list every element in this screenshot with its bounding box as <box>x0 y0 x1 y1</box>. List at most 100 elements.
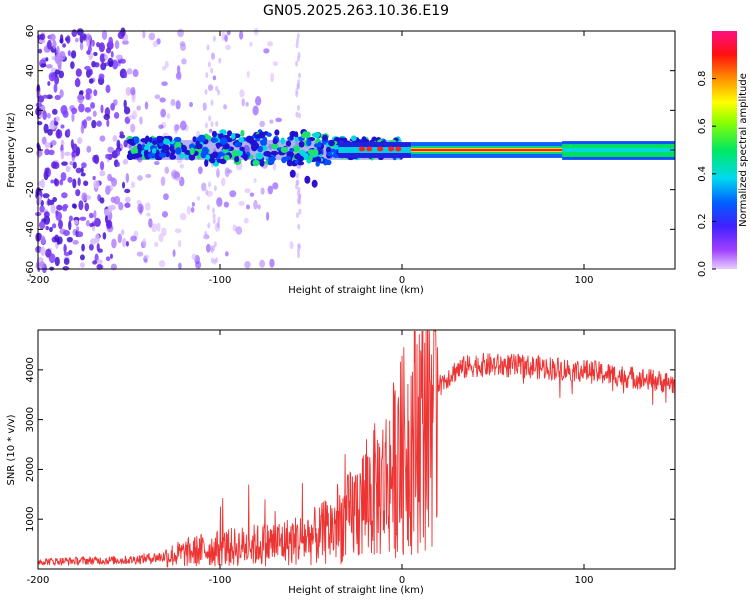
spectrogram-streak-blob <box>213 185 217 192</box>
spectrogram-band-blob <box>140 138 148 143</box>
spectrogram-noise-blob <box>77 177 81 186</box>
spectrogram-x-tick-label: -200 <box>27 275 50 286</box>
spectrogram-red-dot <box>388 146 395 152</box>
spectrogram-noise-blob <box>38 220 46 230</box>
spectrogram-noise-blob <box>52 39 57 49</box>
spectrogram-band-blob <box>252 159 260 167</box>
spectrogram-streak-blob <box>210 245 214 252</box>
spectrogram-noise-blob <box>86 145 92 153</box>
spectrogram-band-blob <box>234 155 240 163</box>
spectrogram-streak-blob <box>212 213 216 220</box>
spectrogram-noise-blob <box>109 177 115 182</box>
spectrogram-noise-blob <box>89 238 97 245</box>
snr-x-tick-label: -100 <box>209 575 232 586</box>
spectrogram-noise-blob <box>97 248 103 253</box>
spectrogram-noise-blob <box>84 107 92 113</box>
spectrogram-noise-blob <box>75 37 79 43</box>
spectrogram-band-blob <box>184 153 189 160</box>
spectrogram-noise-blob <box>166 113 171 119</box>
spectrogram-band-blob <box>231 149 240 157</box>
spectrogram-noise-blob <box>45 57 49 62</box>
spectrogram-noise-blob <box>93 51 98 57</box>
spectrogram-noise-blob <box>179 213 187 221</box>
spectrogram-noise-blob <box>54 69 61 75</box>
spectrogram-noise-blob <box>62 266 70 271</box>
spectrogram-noise-blob <box>96 259 103 265</box>
spectrogram-noise-blob <box>44 167 50 175</box>
spectrogram-noise-blob <box>225 44 231 51</box>
spectrogram-streak-blob <box>298 208 302 215</box>
spectrogram-band-blob <box>308 155 313 161</box>
spectrogram-noise-blob <box>116 139 121 149</box>
spectrogram-noise-blob <box>79 42 84 51</box>
spectrogram-band-blob <box>289 132 294 140</box>
spectrogram-noise-blob <box>175 177 182 182</box>
spectrogram-noise-blob <box>249 41 253 47</box>
spectrogram-noise-blob <box>189 101 193 108</box>
spectrogram-noise-blob <box>75 167 82 174</box>
spectrogram-streak-blob <box>295 172 299 179</box>
spectrogram-streak-blob <box>218 57 222 64</box>
spectrogram-noise-blob <box>81 192 88 202</box>
figure-title: GN05.2025.263.10.36.E19 <box>263 3 449 19</box>
spectrogram-noise-blob <box>40 63 47 68</box>
spectrogram-noise-blob <box>99 135 106 142</box>
spectrogram-noise-blob <box>75 68 82 77</box>
spectrogram-noise-blob <box>117 31 125 39</box>
spectrogram-streak-blob <box>204 230 208 237</box>
spectrogram-noise-blob <box>40 246 46 256</box>
colorbar-tick-label: 0.4 <box>697 166 708 182</box>
spectrogram-noise-blob <box>123 139 128 148</box>
spectrogram-noise-blob <box>107 205 112 212</box>
spectrogram-band-blob <box>216 158 223 163</box>
spectrogram-noise-blob <box>35 102 43 108</box>
spectrogram-noise-blob <box>76 150 80 157</box>
spectrogram-noise-blob <box>73 219 79 225</box>
spectrogram-noise-blob <box>159 97 166 103</box>
spectrogram-band-blob <box>130 147 139 155</box>
spectrogram-noise-blob <box>272 182 279 190</box>
spectrogram-noise-blob <box>196 195 201 201</box>
spectrogram-noise-blob <box>173 124 179 132</box>
spectrogram-band-blob <box>297 161 305 166</box>
spectrogram-noise-blob <box>137 175 143 181</box>
spectrogram-noise-blob <box>75 77 80 88</box>
spectrogram-y-tick-label: -40 <box>25 221 36 237</box>
spectrogram-noise-blob <box>121 40 129 45</box>
spectrogram-noise-blob <box>267 41 274 47</box>
spectrogram-noise-blob <box>67 50 71 57</box>
spectrogram-noise-blob <box>152 40 158 48</box>
spectrogram-band-blob <box>132 153 137 160</box>
spectrogram-noise-blob <box>272 162 277 171</box>
spectrogram-noise-blob <box>107 57 114 67</box>
spectrogram-band-blob <box>311 148 319 156</box>
spectrogram-noise-blob <box>124 188 131 194</box>
spectrogram-noise-blob <box>241 98 245 107</box>
spectrogram-noise-blob <box>90 102 96 109</box>
spectrogram-noise-blob <box>120 58 126 64</box>
spectrogram-noise-blob <box>269 258 275 268</box>
spectrogram-noise-blob <box>68 215 73 222</box>
spectrogram-noise-blob <box>172 249 176 258</box>
spectrogram-noise-blob <box>253 199 258 210</box>
spectrogram-noise-blob <box>45 225 49 231</box>
spectrogram-noise-blob <box>181 58 187 65</box>
snr-marks <box>37 330 676 568</box>
spectrogram-noise-blob <box>91 119 97 129</box>
spectrogram-noise-blob <box>78 103 85 113</box>
spectrogram-band-blob <box>337 137 346 142</box>
spectrogram-noise-blob <box>48 253 56 264</box>
spectrogram-noise-blob <box>216 197 223 207</box>
spectrogram-noise-blob <box>201 182 207 192</box>
spectrogram-band-blob <box>325 146 331 153</box>
spectrogram-noise-blob <box>244 188 251 194</box>
spectrogram-noise-blob <box>84 65 91 71</box>
spectrogram-band-blob <box>294 131 299 139</box>
spectrogram-noise-blob <box>124 196 131 203</box>
spectrogram-band-blob <box>163 138 170 145</box>
spectrogram-streak-blob <box>295 91 299 98</box>
spectrogram-band-blob <box>171 149 176 155</box>
spectrogram-noise-blob <box>113 112 120 119</box>
spectrogram-noise-blob <box>66 236 73 243</box>
